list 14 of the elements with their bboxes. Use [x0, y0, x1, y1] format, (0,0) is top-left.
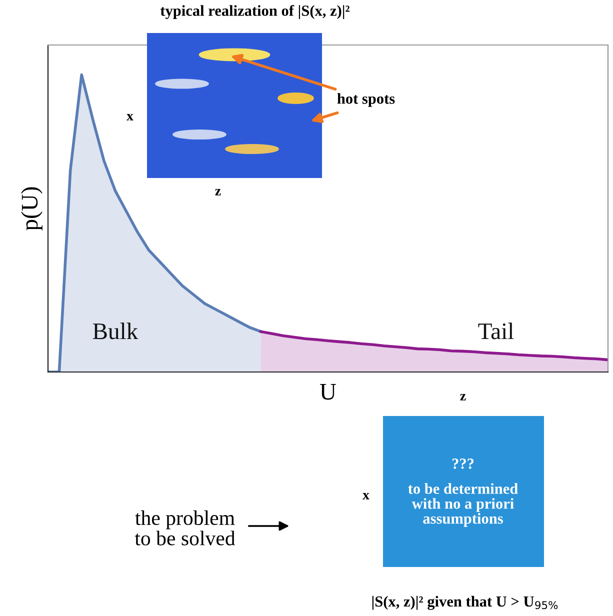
- text: |S(x, z)|² given that U > U$_{95%}$: [372, 596, 558, 610]
- annotation: hot spots: [337, 93, 395, 107]
- annotation: z: [215, 188, 221, 196]
- text: typical realization of |S(x, z)|²: [160, 4, 350, 20]
- text: z: [460, 394, 466, 400]
- text: to be determined with no a priori assumptions: [408, 483, 518, 527]
- series-label: Tail: [478, 322, 514, 340]
- text: ???: [452, 458, 474, 469]
- y-axis-title: p(U): [21, 187, 42, 230]
- text: the problem to be solved: [134, 510, 236, 546]
- series-label: Bulk: [92, 322, 138, 340]
- text: x: [362, 492, 370, 500]
- annotation: x: [126, 114, 134, 120]
- x-axis-title: U: [320, 384, 336, 400]
